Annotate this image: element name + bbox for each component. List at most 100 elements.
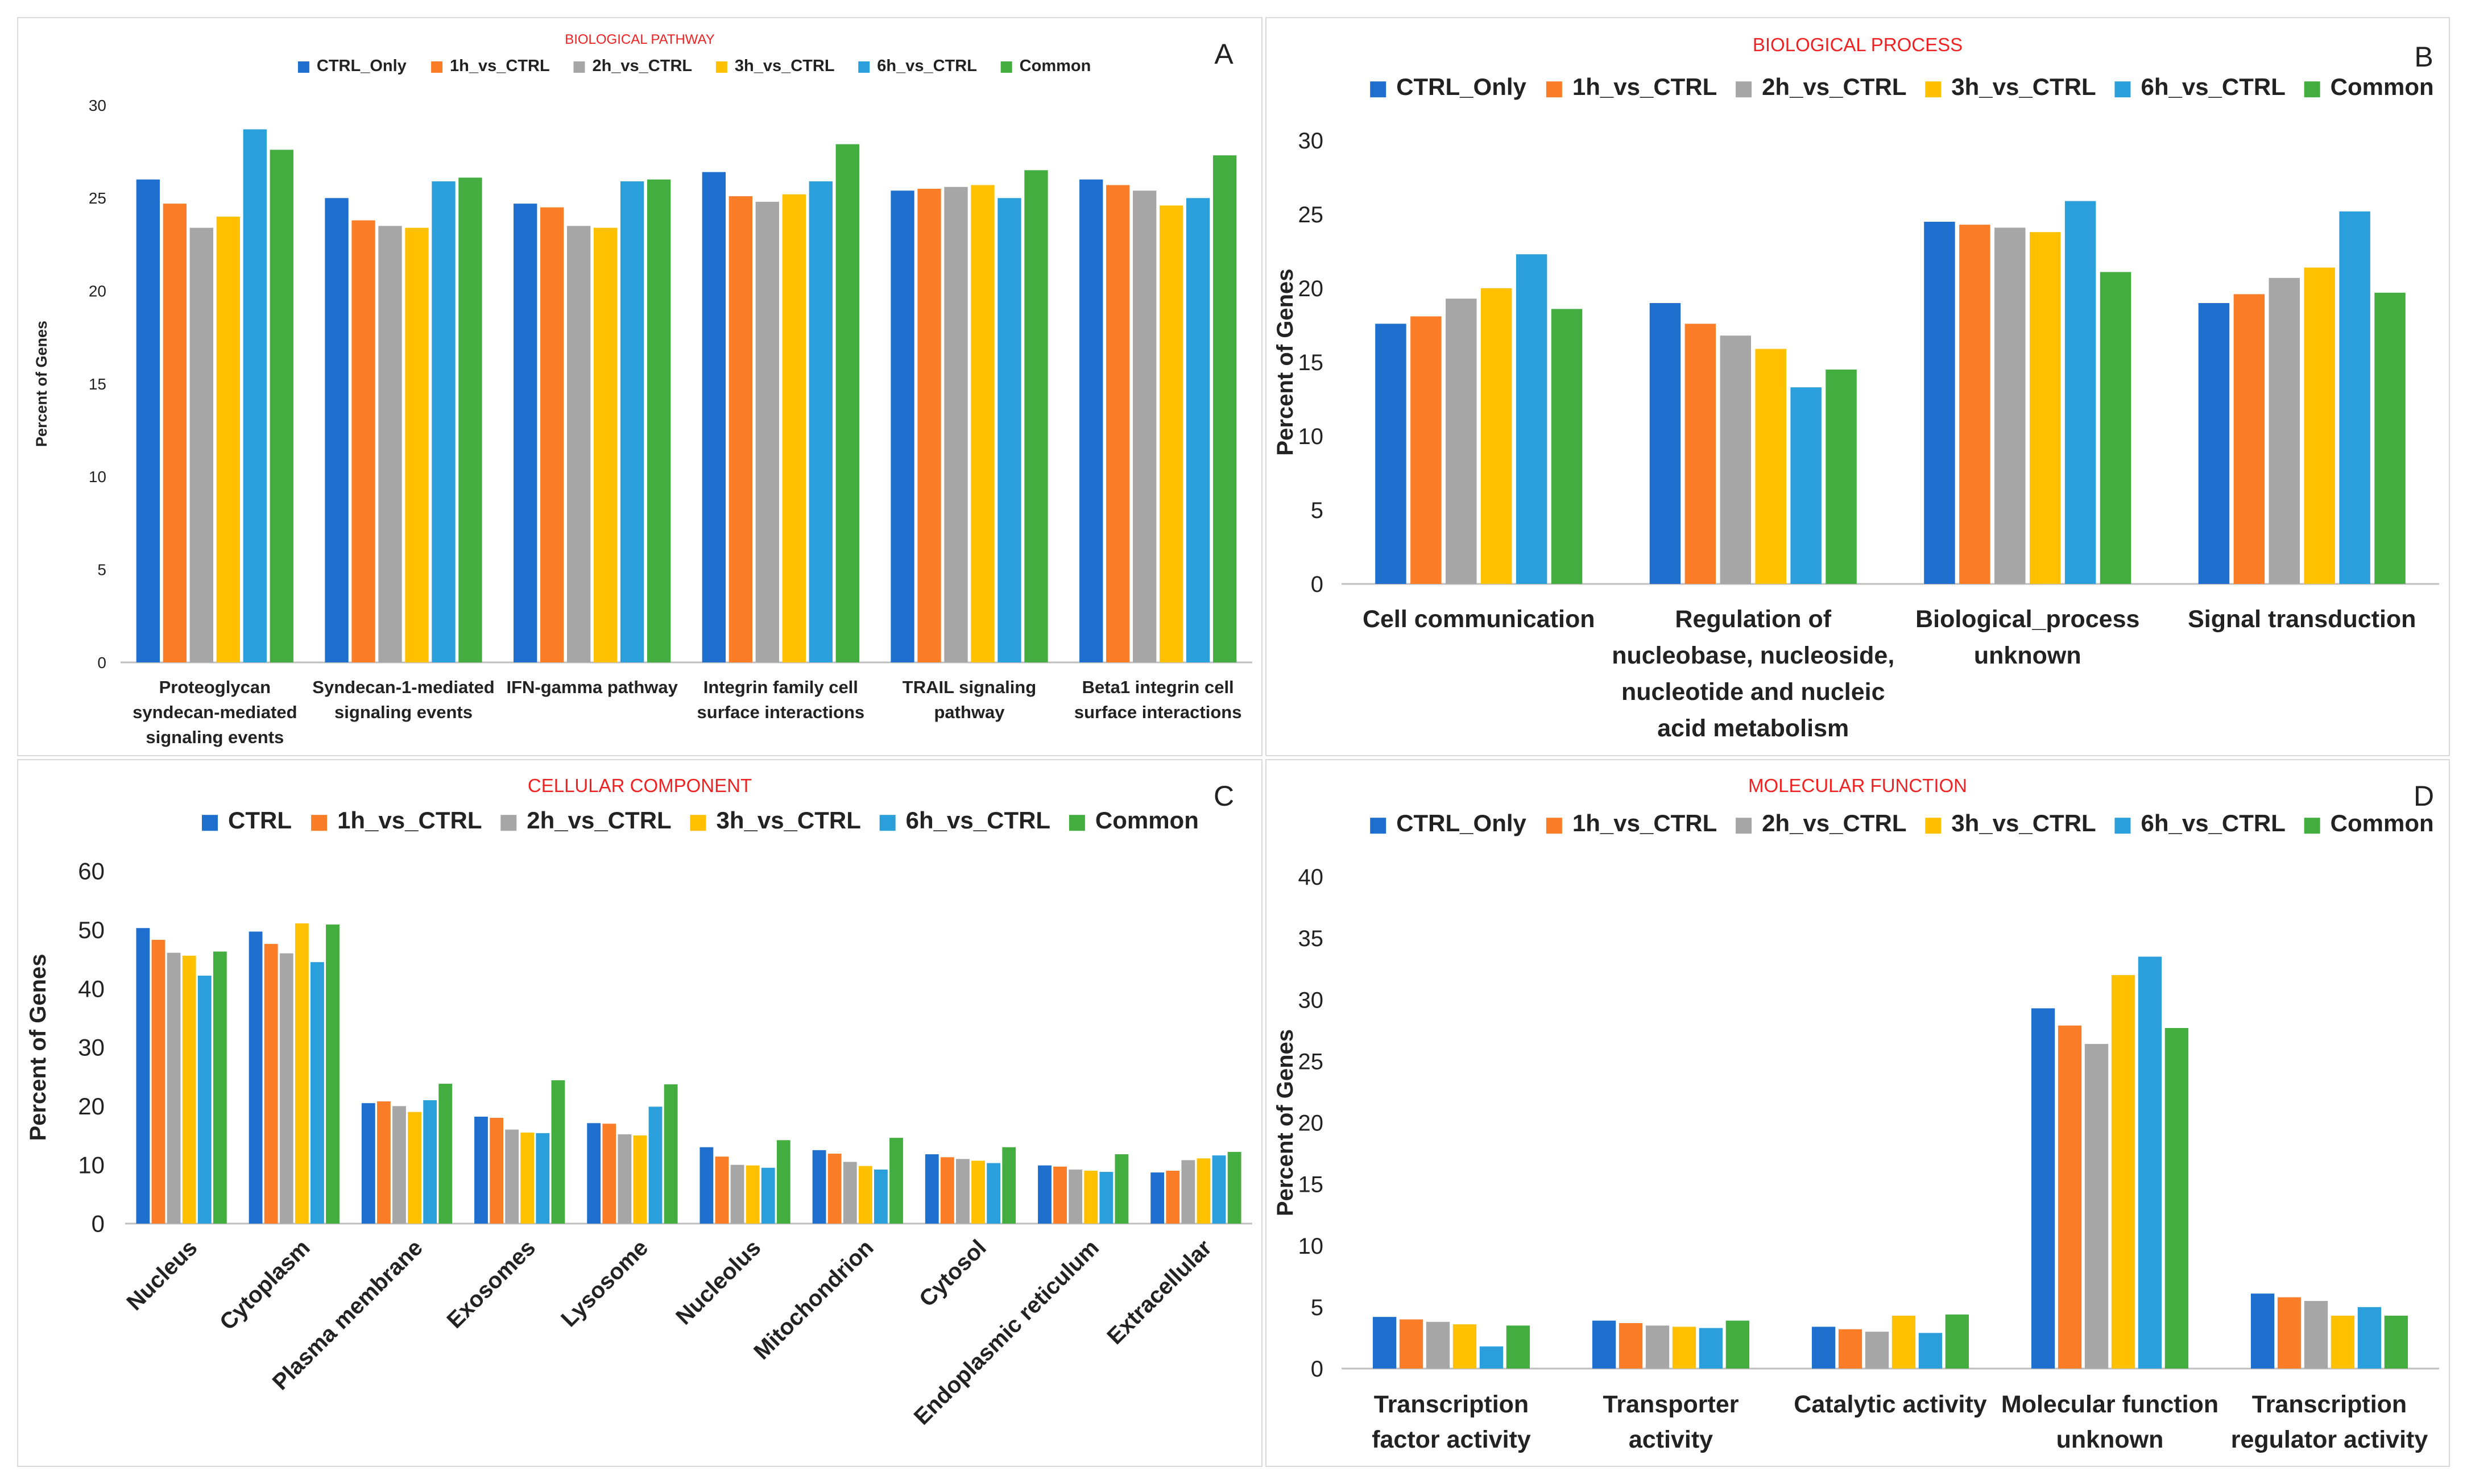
bar [835, 144, 859, 663]
bar [551, 1080, 565, 1224]
y-axis-label: Percent of Genes [26, 954, 51, 1141]
y-axis-label: Percent of Genes [1273, 268, 1298, 455]
chart-title: BIOLOGICAL PROCESS [1753, 34, 1963, 55]
y-tick-label: 5 [1311, 1295, 1323, 1320]
legend-item: 1h_vs_CTRL [1546, 73, 1717, 100]
bar [1506, 1325, 1530, 1369]
bar [809, 181, 833, 662]
x-category-label: IFN-gamma pathway [506, 677, 678, 697]
bar [2304, 267, 2335, 585]
bar [325, 198, 349, 662]
y-axis-label: Percent of Genes [33, 321, 50, 447]
legend-label: Common [2331, 73, 2434, 100]
bar [1516, 254, 1547, 584]
legend-swatch [573, 61, 585, 73]
bar [1197, 1158, 1211, 1224]
bar [490, 1118, 503, 1224]
bar [520, 1132, 535, 1224]
bar [536, 1133, 550, 1224]
bar [1002, 1147, 1016, 1224]
bar [432, 181, 456, 662]
y-tick-label: 40 [1298, 865, 1324, 890]
legend-label: 2h_vs_CTRL [1762, 73, 1906, 100]
bar [2374, 292, 2406, 584]
bar [405, 227, 429, 663]
legend-label: CTRL_Only [317, 57, 407, 75]
legend: CTRL 1h_vs_CTRL 2h_vs_CTRL 3h_vs_CTRL 6h_vs_… [202, 807, 1199, 834]
y-tick-label: 15 [1298, 1172, 1324, 1197]
bar [1181, 1160, 1195, 1224]
legend-item: 6h_vs_CTRL [2114, 810, 2286, 836]
chart-biological-process: BIOLOGICAL PROCESS B CTRL_Only 1h_vs_CTRL 2h… [1273, 34, 2439, 742]
bar [1945, 1314, 1969, 1369]
x-category-label: Transcription [1374, 1391, 1529, 1418]
bar [408, 1112, 421, 1224]
panel-label: C [1214, 780, 1234, 812]
bar [378, 226, 402, 662]
bar [566, 226, 591, 662]
bar [2064, 201, 2096, 585]
chart-molecular-function: MOLECULAR FUNCTION D CTRL_Only 1h_vs_CTRL 2h… [1273, 775, 2439, 1453]
bar [1479, 1346, 1504, 1369]
x-category-label: acid metabolism [1657, 715, 1849, 742]
legend-label: 3h_vs_CTRL [1951, 810, 2096, 836]
legend-label: Common [2331, 810, 2434, 836]
bar [311, 962, 324, 1224]
y-tick-label: 0 [97, 654, 106, 671]
legend-label: 1h_vs_CTRL [1572, 810, 1717, 836]
bar [618, 1134, 632, 1224]
x-category-label: Catalytic activity [1794, 1391, 1986, 1418]
bar [1375, 324, 1406, 584]
legend-label: CTRL [228, 807, 292, 834]
bar [1725, 1320, 1750, 1369]
bar [1038, 1165, 1052, 1224]
panel-molecular-function: MOLECULAR FUNCTION D CTRL_Only 1h_vs_CTRL 2h… [1265, 759, 2450, 1467]
bar [889, 1138, 903, 1224]
legend-item: Common [1069, 807, 1199, 834]
panel-cellular-component: CELLULAR COMPONENT C CTRL 1h_vs_CTRL 2h_vs_C… [17, 759, 1263, 1467]
bar [917, 189, 941, 662]
legend-swatch [1736, 818, 1752, 834]
x-category-label: Proteoglycan [159, 677, 271, 697]
bar [2250, 1294, 2275, 1369]
legend-swatch [1546, 818, 1562, 834]
x-category-label: Transcription [2252, 1391, 2407, 1418]
bar [1672, 1327, 1696, 1369]
x-category-label: Cell communication [1363, 606, 1595, 633]
y-tick-label: 35 [1298, 926, 1324, 951]
bar [189, 227, 214, 663]
bar [776, 1140, 790, 1224]
bar [1755, 349, 1786, 584]
legend-swatch [1069, 815, 1085, 831]
bar [2339, 211, 2370, 584]
bar [1645, 1325, 1670, 1369]
legend-swatch [202, 815, 218, 831]
y-tick-label: 30 [78, 1034, 105, 1061]
legend-swatch [1370, 81, 1386, 98]
bar [633, 1135, 647, 1224]
legend-item: 6h_vs_CTRL [2114, 73, 2286, 100]
x-category-label: Endoplasmic reticulum [909, 1235, 1104, 1429]
legend-swatch [500, 815, 517, 831]
bar [971, 185, 995, 662]
bar [1053, 1166, 1067, 1224]
chart-cellular-component: CELLULAR COMPONENT C CTRL 1h_vs_CTRL 2h_vs_C… [26, 775, 1252, 1430]
bar [136, 928, 150, 1224]
legend-item: 1h_vs_CTRL [311, 807, 482, 834]
bar [1891, 1316, 1916, 1369]
bar [1069, 1169, 1083, 1224]
y-tick-label: 0 [1311, 572, 1323, 597]
x-category-label: unknown [1974, 642, 2081, 669]
bar [1159, 205, 1183, 662]
x-category-label: nucleotide and nucleic [1621, 678, 1885, 706]
bar [1212, 1155, 1226, 1224]
bar [163, 204, 187, 663]
bar [1924, 222, 1955, 584]
bar [812, 1150, 826, 1224]
legend-item: 2h_vs_CTRL [500, 807, 672, 834]
legend-item: Common [2304, 73, 2434, 100]
bar [1399, 1319, 1423, 1369]
chart-title: CELLULAR COMPONENT [528, 775, 752, 796]
legend-label: 6h_vs_CTRL [2141, 73, 2285, 100]
x-category-label: Exosomes [442, 1235, 540, 1333]
